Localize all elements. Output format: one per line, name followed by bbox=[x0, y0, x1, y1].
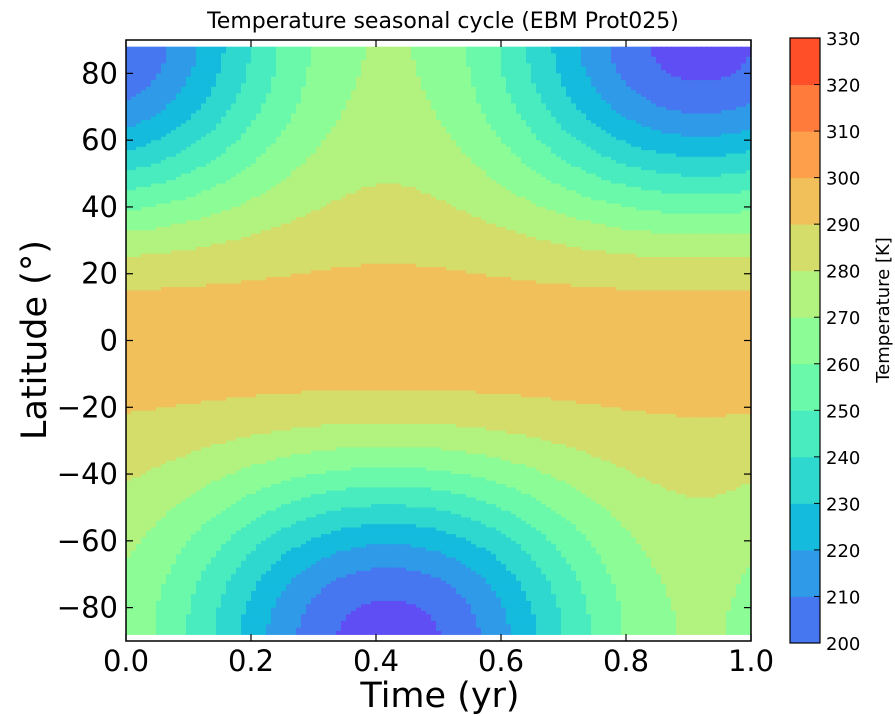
colorbar-tick-label: 330 bbox=[826, 29, 860, 50]
x-tick-label: 0.6 bbox=[478, 644, 524, 678]
y-tick-label: 0 bbox=[100, 324, 118, 358]
y-tick-label: 60 bbox=[81, 123, 118, 157]
x-tick-label: 0.0 bbox=[103, 644, 149, 678]
colorbar-band bbox=[790, 457, 820, 504]
y-tick-label: −60 bbox=[57, 524, 118, 558]
y-axis-label: Latitude (°) bbox=[15, 240, 55, 440]
colorbar-band bbox=[790, 596, 820, 643]
colorbar-band bbox=[790, 410, 820, 457]
x-axis-label: Time (yr) bbox=[359, 676, 519, 716]
colorbar-band bbox=[790, 38, 820, 85]
colorbar-tick-label: 240 bbox=[826, 448, 860, 469]
x-tick-label: 0.4 bbox=[353, 644, 399, 678]
colorbar-tick-label: 270 bbox=[826, 308, 860, 329]
x-tick-label: 0.2 bbox=[228, 644, 274, 678]
colorbar-tick-label: 280 bbox=[826, 262, 860, 283]
colorbar-band bbox=[790, 131, 820, 178]
chart-title: Temperature seasonal cycle (EBM Prot025) bbox=[206, 9, 679, 34]
colorbar-tick-label: 320 bbox=[826, 76, 860, 97]
colorbar-band bbox=[790, 317, 820, 364]
colorbar-tick-label: 230 bbox=[826, 494, 860, 515]
colorbar-tick-label: 200 bbox=[826, 634, 860, 655]
colorbar: 200 210 220 230 240 250 260 270 280 290 300 310 320 3… bbox=[790, 29, 860, 655]
y-tick-label: −20 bbox=[57, 390, 118, 424]
colorbar-tick-label: 310 bbox=[826, 122, 860, 143]
colorbar-band bbox=[790, 224, 820, 271]
colorbar-tick-label: 210 bbox=[826, 587, 860, 608]
colorbar-band bbox=[790, 271, 820, 318]
contour-field bbox=[126, 47, 752, 635]
colorbar-band bbox=[790, 364, 820, 411]
colorbar-tick-label: 290 bbox=[826, 215, 860, 236]
y-tick-label: 40 bbox=[81, 190, 118, 224]
colorbar-label: Temperature [K] bbox=[873, 237, 894, 384]
colorbar-tick-label: 300 bbox=[826, 169, 860, 190]
x-tick-label: 1.0 bbox=[728, 644, 774, 678]
colorbar-tick-label: 260 bbox=[826, 355, 860, 376]
colorbar-band bbox=[790, 178, 820, 225]
colorbar-band bbox=[790, 550, 820, 597]
colorbar-tick-label: 220 bbox=[826, 541, 860, 562]
y-tick-label: 80 bbox=[81, 56, 118, 90]
y-tick-label: 20 bbox=[81, 257, 118, 291]
x-tick-label: 0.8 bbox=[603, 644, 649, 678]
colorbar-tick-label: 250 bbox=[826, 401, 860, 422]
y-tick-label: −80 bbox=[57, 591, 118, 625]
y-tick-label: −40 bbox=[57, 457, 118, 491]
colorbar-band bbox=[790, 85, 820, 132]
colorbar-band bbox=[790, 503, 820, 550]
